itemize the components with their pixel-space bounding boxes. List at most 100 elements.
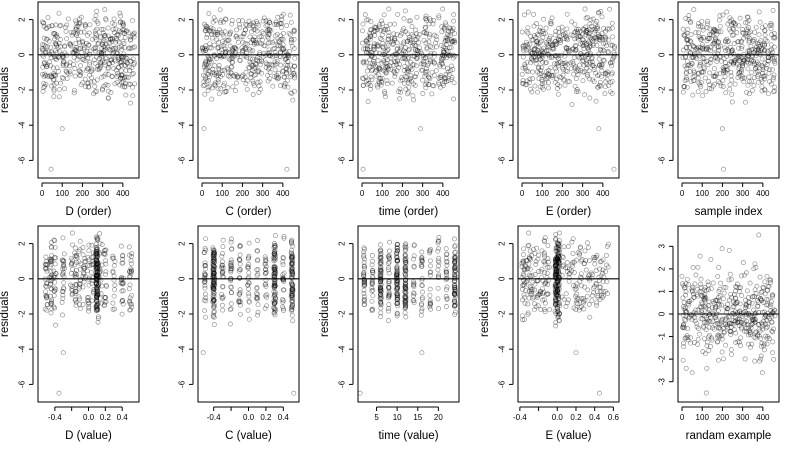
data-point [201,79,207,85]
data-point [259,29,265,35]
data-point [377,66,383,72]
data-point [202,48,208,53]
data-point [377,22,383,28]
data-point [96,67,102,73]
data-point [756,232,762,238]
data-point [284,78,290,84]
data-point [100,26,106,32]
data-point [423,55,429,61]
data-point [708,256,714,262]
data-point [251,83,257,89]
data-point [374,41,380,47]
data-point [63,68,69,74]
data-point [411,33,416,39]
data-point [204,32,210,38]
data-point [583,32,589,38]
data-point [244,55,250,60]
data-point [535,44,541,50]
data-point [218,29,224,35]
data-point [394,31,400,37]
data-point [116,28,122,34]
data-point [442,45,448,51]
data-point [382,91,388,96]
data-point [375,72,381,78]
data-point [372,46,377,52]
data-point [112,58,118,64]
data-point [525,44,531,50]
data-point [214,56,219,61]
data-point [74,26,79,32]
data-point [110,300,116,306]
data-point [277,53,283,59]
data-point [228,29,233,35]
data-point [522,43,528,49]
data-point [371,58,377,64]
y-tick-label: -6 [498,156,507,164]
data-point [275,76,281,82]
data-point [77,238,83,244]
data-point [94,26,100,32]
data-point [717,13,723,19]
y-tick-label: 2 [18,241,27,246]
data-point [522,300,528,306]
data-point [596,51,602,57]
data-point [123,92,129,98]
data-point [554,68,560,74]
data-point [382,65,388,71]
data-point [556,36,562,42]
data-point [279,45,285,51]
data-point [403,56,408,62]
data-point [522,65,528,71]
data-point [222,53,228,59]
data-point [60,61,66,67]
data-point [80,38,86,44]
data-point [367,57,373,63]
data-point [604,26,610,32]
data-point [451,12,457,18]
data-point [401,16,407,22]
data-point [211,42,217,48]
data-point [255,79,261,85]
data-point [401,39,407,45]
data-point [556,25,562,31]
y-tick-label: -4 [338,345,347,353]
data-point [260,18,266,24]
data-point [445,49,451,55]
data-point [236,22,242,28]
data-point [59,126,65,132]
data-point [545,71,551,76]
data-point [579,55,585,61]
data-point [228,70,234,76]
data-point [444,79,450,84]
y-tick-label: -6 [18,380,27,388]
data-point [771,72,777,78]
data-point [112,56,118,62]
data-point [544,41,550,47]
data-point [421,30,427,35]
data-point [235,73,241,79]
data-point [48,310,54,316]
data-point [126,286,132,292]
data-point [392,51,398,57]
data-point [244,22,250,28]
data-point [44,36,49,42]
data-point [401,68,407,73]
data-point [441,44,447,50]
data-point [528,49,533,55]
data-point [426,74,432,80]
data-point [252,64,258,70]
data-point [244,86,250,92]
data-point [403,86,409,92]
data-point [583,57,589,63]
data-point [416,32,422,38]
data-point [560,29,565,35]
data-point [92,28,98,34]
data-point [218,18,224,24]
data-point [546,80,552,85]
x-axis-label: time (order) [379,206,439,218]
data-point [224,38,230,44]
x-tick-label: -0.4 [207,413,221,422]
data-point [265,27,271,33]
x-tick-label: 0.0 [83,413,95,422]
